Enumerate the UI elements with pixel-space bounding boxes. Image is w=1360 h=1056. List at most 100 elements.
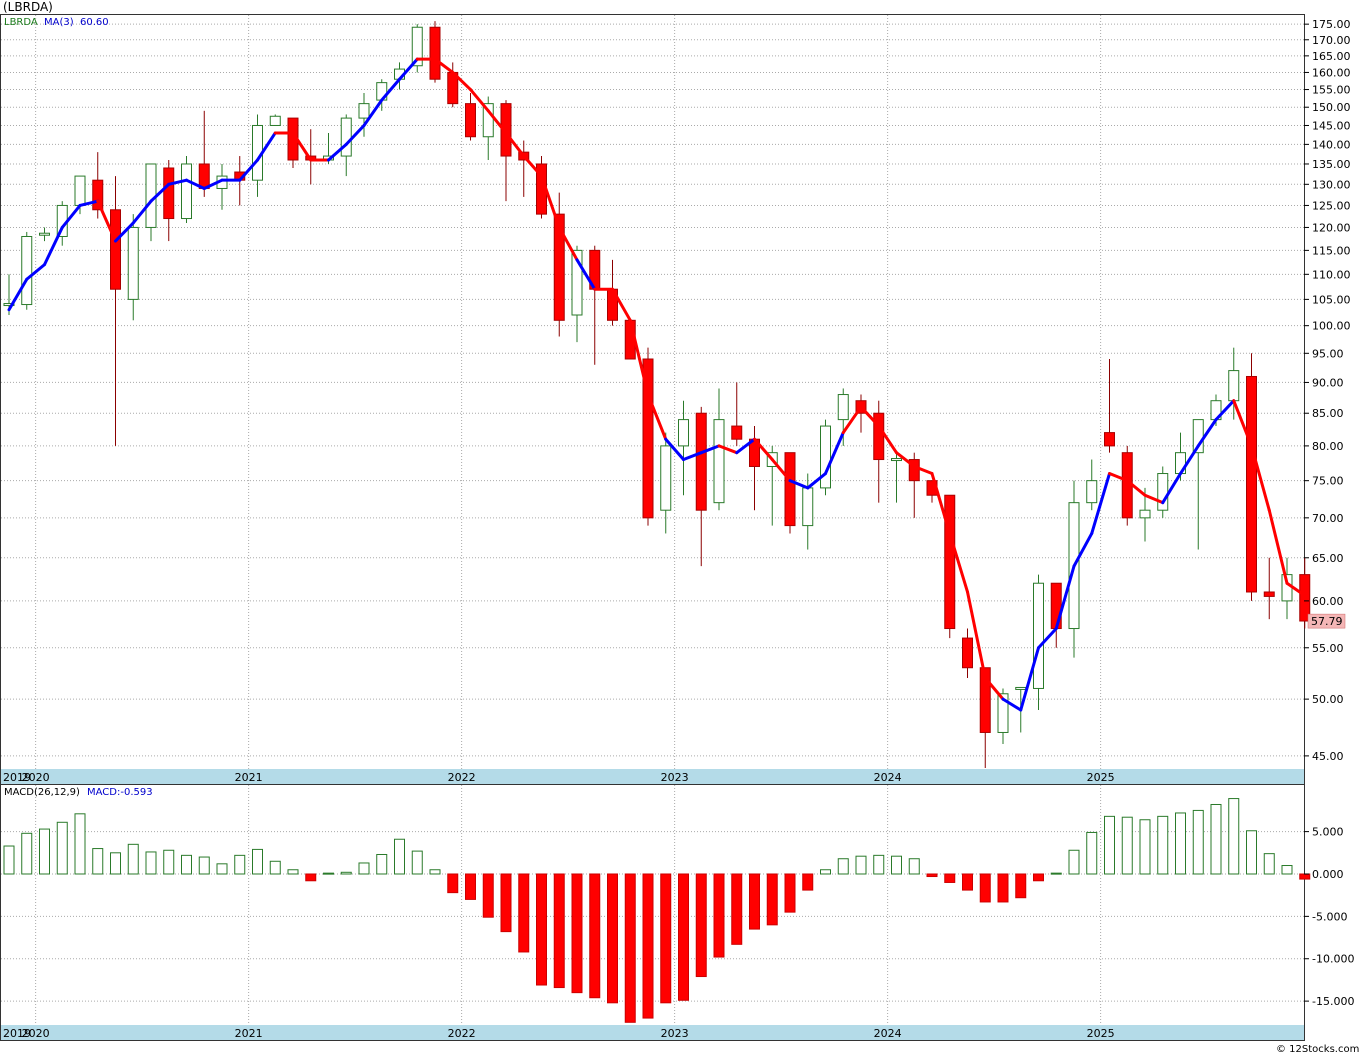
- ma-segment: [859, 405, 881, 428]
- macd-bar: [536, 873, 547, 986]
- candle: [944, 494, 956, 639]
- price-x-tick-label: 2023: [661, 771, 689, 784]
- ma-segment: [912, 464, 934, 476]
- macd-bar: [1281, 865, 1293, 875]
- ma-segment: [824, 431, 845, 476]
- macd-bar: [1139, 819, 1151, 875]
- price-y-tick-label: 125.00: [1312, 199, 1351, 212]
- price-y-tick-label: 80.00: [1312, 440, 1344, 453]
- ma-segment: [96, 199, 117, 243]
- candle: [482, 96, 494, 161]
- macd-bar: [411, 850, 423, 875]
- price-y-tick-label: 140.00: [1312, 138, 1351, 151]
- price-candles: [3, 21, 1311, 768]
- macd-bar: [1299, 873, 1311, 880]
- ma-segment: [699, 444, 721, 455]
- ma-segment: [717, 444, 739, 455]
- macd-bar: [820, 869, 831, 875]
- macd-bar: [855, 855, 867, 875]
- macd-bar: [1246, 830, 1257, 875]
- ma-segment: [486, 109, 508, 135]
- ma-segment: [1143, 493, 1165, 505]
- macd-x-tick-label: 2023: [661, 1027, 689, 1040]
- macd-y-tick-label: -5.000: [1312, 910, 1347, 923]
- ma-segment: [131, 199, 153, 225]
- macd-bar: [589, 873, 601, 999]
- price-x-tick-label: 2019: [3, 771, 31, 784]
- ma-segment: [682, 451, 703, 462]
- ma-segment: [1001, 697, 1023, 712]
- ma-segment: [167, 178, 188, 186]
- macd-bar: [962, 873, 973, 891]
- macd-bar: [1050, 872, 1062, 875]
- ma-segment: [540, 174, 561, 229]
- macd-bar: [74, 813, 86, 875]
- ma-segment: [611, 287, 632, 322]
- candle: [127, 214, 139, 321]
- macd-bar: [21, 832, 33, 875]
- macd-legend-value: MACD:-0.593: [87, 787, 153, 798]
- ma-segment: [1285, 581, 1307, 598]
- candle: [110, 176, 121, 446]
- macd-bar: [713, 873, 725, 958]
- last-price-box: [1307, 613, 1346, 629]
- ma-segment: [60, 203, 82, 229]
- candle: [908, 452, 920, 518]
- candle: [500, 100, 512, 202]
- ma-segment: [114, 221, 135, 243]
- ma-segment: [1037, 627, 1058, 650]
- macd-bar: [127, 843, 139, 875]
- macd-bar: [305, 873, 317, 882]
- macd-bar: [926, 873, 938, 878]
- macd-bar: [287, 869, 299, 875]
- price-legend-symbol: LBRDA: [4, 17, 38, 28]
- ma-segment: [7, 277, 29, 312]
- macd-bar: [624, 873, 636, 1023]
- candle: [1033, 574, 1044, 711]
- macd-bar: [482, 873, 494, 918]
- candle: [1299, 557, 1311, 629]
- ma-segment: [256, 131, 277, 162]
- ma-segment: [25, 263, 46, 281]
- macd-bar: [1015, 873, 1027, 899]
- macd-bar: [1033, 873, 1044, 882]
- ma-segment: [557, 225, 579, 262]
- ma-segment: [1161, 472, 1182, 505]
- macd-bar: [56, 821, 68, 875]
- price-x-tick-label: 2022: [448, 771, 476, 784]
- price-y-tick-label: 75.00: [1312, 475, 1344, 488]
- candle: [642, 347, 654, 526]
- macd-x-axis-band: [1, 1025, 1304, 1040]
- price-y-tick-label: 100.00: [1312, 320, 1351, 333]
- ma-segment: [1072, 531, 1094, 568]
- price-y-tick-label: 160.00: [1312, 66, 1351, 79]
- last-price-label: 57.79: [1311, 615, 1343, 628]
- ma-segment: [522, 154, 543, 178]
- macd-bar: [979, 873, 991, 903]
- candle: [1104, 359, 1115, 453]
- candle: [660, 432, 672, 534]
- candle: [713, 388, 725, 511]
- macd-bar: [3, 845, 15, 875]
- ma-segment: [1214, 399, 1236, 422]
- macd-bar: [465, 873, 476, 900]
- ma-segment: [1054, 564, 1076, 631]
- macd-bars: [3, 798, 1311, 1023]
- ma-segment: [983, 676, 1005, 701]
- ma-segment: [877, 424, 898, 455]
- candle: [553, 192, 565, 337]
- ma-segment: [788, 479, 810, 490]
- price-x-tick-label: 2024: [874, 771, 902, 784]
- copyright-text: © 12Stocks.com: [1276, 1044, 1359, 1055]
- macd-bar: [234, 854, 246, 875]
- macd-bar: [252, 848, 263, 875]
- ma-segment: [753, 437, 774, 462]
- ma-segment: [1179, 444, 1200, 476]
- ma-segment: [806, 472, 827, 490]
- candle: [21, 231, 33, 310]
- candle: [731, 382, 743, 446]
- macd-bar: [1121, 816, 1133, 875]
- candle: [429, 21, 441, 83]
- ma-segment: [433, 57, 455, 74]
- macd-bar: [358, 862, 370, 875]
